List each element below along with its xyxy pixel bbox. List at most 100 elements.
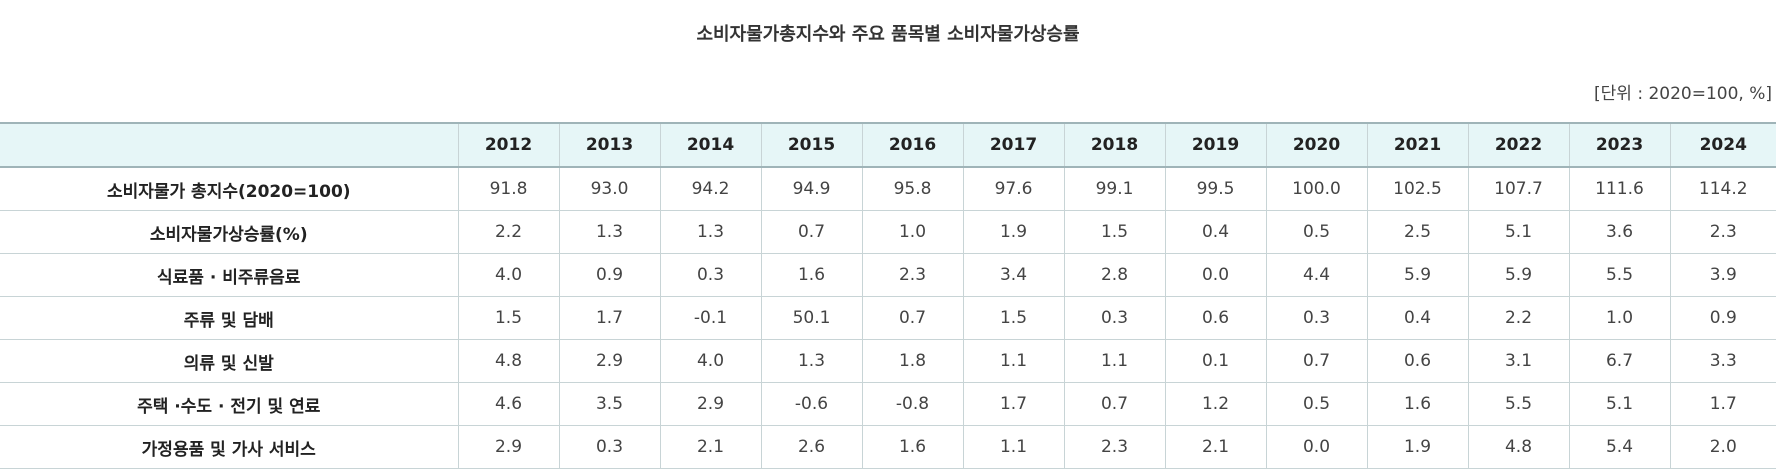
value-cell: 0.3	[558, 425, 661, 469]
value-cell: 111.6	[1568, 166, 1671, 211]
value-cell: 1.6	[861, 425, 964, 469]
value-cell: 0.6	[1366, 339, 1469, 383]
value-cell: 1.9	[962, 210, 1065, 254]
table-body: 소비자물가 총지수(2020=100) 91.8 93.0 94.2 94.9 95.8 9…	[0, 166, 1776, 469]
value-cell: 1.6	[760, 253, 863, 297]
value-cell: 1.8	[861, 339, 964, 383]
value-cell: 4.6	[457, 382, 560, 426]
value-cell: 5.1	[1568, 382, 1671, 426]
header-row: 2012 2013 2014 2015 2016 2017 2018 2019 2020 2021…	[0, 122, 1776, 168]
year-header-cell: 2022	[1467, 122, 1570, 168]
value-cell: 0.7	[760, 210, 863, 254]
value-cell: 0.3	[1265, 296, 1368, 340]
table-row: 식료품 · 비주류음료 4.0 0.9 0.3 1.6 2.3 3.4 2.8 0.0 4.4 5.…	[0, 253, 1776, 297]
value-cell: 2.9	[457, 425, 560, 469]
value-cell: 107.7	[1467, 166, 1570, 211]
value-cell: 5.5	[1467, 382, 1570, 426]
value-cell: 1.1	[962, 339, 1065, 383]
header-corner-cell	[0, 122, 459, 168]
value-cell: 91.8	[457, 166, 560, 211]
year-header-cell: 2017	[962, 122, 1065, 168]
value-cell: 0.7	[861, 296, 964, 340]
value-cell: 99.1	[1063, 166, 1166, 211]
value-cell: 1.7	[1669, 382, 1776, 426]
value-cell: 95.8	[861, 166, 964, 211]
value-cell: 1.0	[1568, 296, 1671, 340]
row-label-cell: 의류 및 신발	[0, 339, 459, 383]
value-cell: 3.6	[1568, 210, 1671, 254]
value-cell: 3.9	[1669, 253, 1776, 297]
value-cell: 0.4	[1366, 296, 1469, 340]
value-cell: 1.0	[861, 210, 964, 254]
year-header-cell: 2012	[457, 122, 560, 168]
row-label-cell: 소비자물가 총지수(2020=100)	[0, 166, 459, 211]
value-cell: -0.1	[659, 296, 762, 340]
value-cell: 114.2	[1669, 166, 1776, 211]
year-header-cell: 2021	[1366, 122, 1469, 168]
value-cell: 1.9	[1366, 425, 1469, 469]
value-cell: 1.2	[1164, 382, 1267, 426]
value-cell: 1.3	[760, 339, 863, 383]
value-cell: 1.1	[962, 425, 1065, 469]
value-cell: 3.1	[1467, 339, 1570, 383]
value-cell: 5.1	[1467, 210, 1570, 254]
year-header-cell: 2015	[760, 122, 863, 168]
value-cell: 0.7	[1063, 382, 1166, 426]
value-cell: 2.1	[1164, 425, 1267, 469]
value-cell: -0.6	[760, 382, 863, 426]
year-header-cell: 2013	[558, 122, 661, 168]
value-cell: 4.4	[1265, 253, 1368, 297]
value-cell: 5.4	[1568, 425, 1671, 469]
value-cell: 2.3	[861, 253, 964, 297]
value-cell: 1.3	[558, 210, 661, 254]
row-label-cell: 주류 및 담배	[0, 296, 459, 340]
value-cell: 93.0	[558, 166, 661, 211]
value-cell: 2.1	[659, 425, 762, 469]
row-label-cell: 가정용품 및 가사 서비스	[0, 425, 459, 469]
value-cell: 1.7	[558, 296, 661, 340]
value-cell: 3.5	[558, 382, 661, 426]
table-title: 소비자물가총지수와 주요 품목별 소비자물가상승률	[696, 24, 1080, 45]
value-cell: 0.5	[1265, 382, 1368, 426]
table-row: 가정용품 및 가사 서비스 2.9 0.3 2.1 2.6 1.6 1.1 2.3 2.1 0.0…	[0, 425, 1776, 469]
value-cell: 2.2	[457, 210, 560, 254]
value-cell: 1.5	[962, 296, 1065, 340]
value-cell: 0.3	[1063, 296, 1166, 340]
value-cell: 1.1	[1063, 339, 1166, 383]
row-label-cell: 주택 ·수도 · 전기 및 연료	[0, 382, 459, 426]
value-cell: 2.0	[1669, 425, 1776, 469]
year-header-cell: 2023	[1568, 122, 1671, 168]
value-cell: 102.5	[1366, 166, 1469, 211]
value-cell: 5.9	[1467, 253, 1570, 297]
value-cell: 0.5	[1265, 210, 1368, 254]
value-cell: 94.9	[760, 166, 863, 211]
table-row: 의류 및 신발 4.8 2.9 4.0 1.3 1.8 1.1 1.1 0.1 0.7 0.6 3.1…	[0, 339, 1776, 383]
table-row: 주류 및 담배 1.5 1.7 -0.1 50.1 0.7 1.5 0.3 0.6 0.3 0.4 2…	[0, 296, 1776, 340]
value-cell: 5.5	[1568, 253, 1671, 297]
value-cell: 0.6	[1164, 296, 1267, 340]
table-header: 2012 2013 2014 2015 2016 2017 2018 2019 2020 2021…	[0, 122, 1776, 168]
year-header-cell: 2014	[659, 122, 762, 168]
value-cell: 2.9	[659, 382, 762, 426]
unit-label: [단위 : 2020=100, %]	[1594, 84, 1772, 104]
value-cell: 94.2	[659, 166, 762, 211]
row-label-cell: 식료품 · 비주류음료	[0, 253, 459, 297]
value-cell: 0.1	[1164, 339, 1267, 383]
value-cell: 1.6	[1366, 382, 1469, 426]
value-cell: 4.8	[1467, 425, 1570, 469]
value-cell: 2.3	[1669, 210, 1776, 254]
value-cell: 0.7	[1265, 339, 1368, 383]
table-row: 소비자물가상승률(%) 2.2 1.3 1.3 0.7 1.0 1.9 1.5 0.4 0.5 2.…	[0, 210, 1776, 254]
value-cell: 100.0	[1265, 166, 1368, 211]
value-cell: 97.6	[962, 166, 1065, 211]
value-cell: 1.3	[659, 210, 762, 254]
value-cell: 0.0	[1164, 253, 1267, 297]
year-header-cell: 2019	[1164, 122, 1267, 168]
value-cell: 0.3	[659, 253, 762, 297]
value-cell: 4.0	[659, 339, 762, 383]
value-cell: 2.5	[1366, 210, 1469, 254]
value-cell: 50.1	[760, 296, 863, 340]
value-cell: 2.8	[1063, 253, 1166, 297]
value-cell: 6.7	[1568, 339, 1671, 383]
row-label-cell: 소비자물가상승률(%)	[0, 210, 459, 254]
